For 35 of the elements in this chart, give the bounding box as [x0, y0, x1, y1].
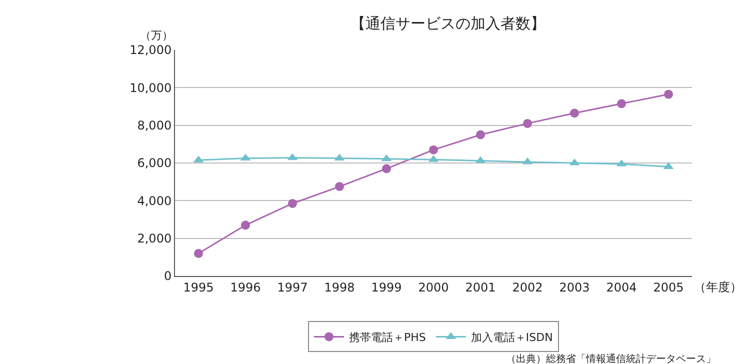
x-tick-label: 2004 — [606, 280, 637, 294]
y-tick-label: 2,000 — [137, 232, 172, 246]
point — [335, 182, 344, 192]
x-tick-label: 1999 — [371, 280, 402, 294]
x-axis-title: （年度） — [694, 280, 742, 294]
x-tick-label: 1997 — [277, 280, 308, 294]
x-tick-label: 2001 — [465, 280, 496, 294]
y-tick-label: 0 — [164, 269, 172, 284]
x-tick-label: 1996 — [230, 280, 261, 294]
y-tick-label: 12,000 — [130, 43, 172, 58]
text: （出典）総務省「情報通信統計データベース」 — [506, 353, 716, 364]
point — [570, 108, 579, 118]
x-tick-label: 2002 — [512, 280, 543, 294]
point — [429, 145, 438, 154]
y-axis-title: （万） — [140, 29, 173, 42]
x-tick-label: 2003 — [559, 280, 590, 294]
y-tick-label: 10,000 — [130, 80, 172, 95]
x-tick-label: 2005 — [653, 280, 684, 294]
legend-label: 携帯電話＋PHS — [349, 330, 426, 344]
x-tick-label: 1998 — [324, 280, 355, 294]
point — [476, 130, 485, 140]
point — [617, 99, 626, 108]
point — [241, 220, 250, 230]
chart-title: 【通信サービスの加入者数】 — [350, 14, 546, 33]
point — [288, 198, 297, 208]
point — [382, 164, 391, 174]
y-tick-label: 8,000 — [137, 118, 172, 133]
point — [523, 118, 532, 128]
point — [194, 248, 203, 258]
y-tick-label: 4,000 — [137, 194, 172, 208]
y-tick-label: 6,000 — [137, 156, 172, 170]
legend-label: 加入電話＋ISDN — [470, 330, 553, 344]
x-tick-label: 2000 — [418, 280, 449, 294]
point — [664, 90, 673, 99]
x-tick-label: 1995 — [183, 280, 214, 294]
